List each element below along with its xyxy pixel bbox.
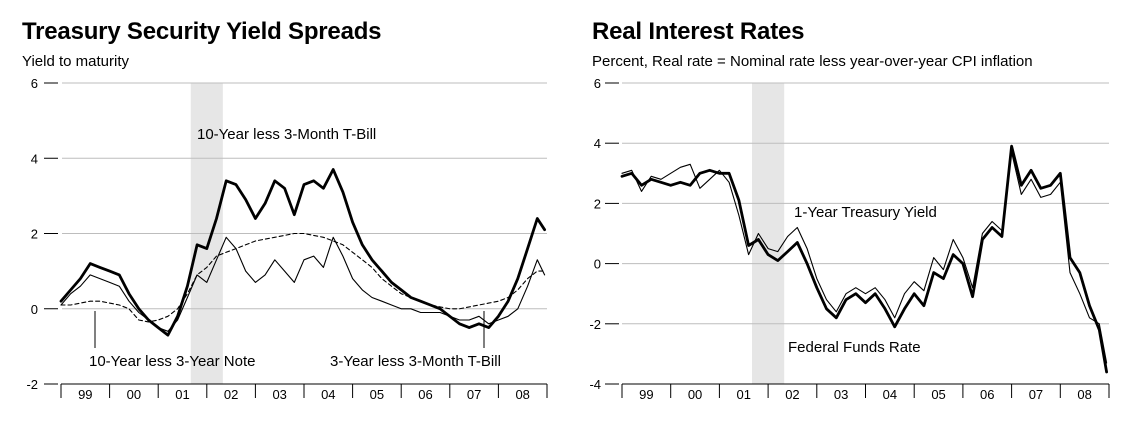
x-tick-label: 03 <box>834 387 848 402</box>
x-tick-label: 06 <box>418 387 432 402</box>
x-tick-label: 04 <box>321 387 335 402</box>
x-tick-label: 00 <box>688 387 702 402</box>
y-tick-label: -2 <box>589 317 601 332</box>
x-tick-label: 99 <box>639 387 653 402</box>
annotation-label: 3-Year less 3-Month T-Bill <box>330 353 501 370</box>
y-tick-label: 6 <box>594 76 601 91</box>
real-rates-chart: Real Interest Rates Percent, Real rate =… <box>572 0 1145 440</box>
10-year-less-3-year-note-line <box>60 232 546 323</box>
x-tick-label: 07 <box>1029 387 1043 402</box>
y-tick-label: 4 <box>31 151 38 166</box>
x-tick-label: 08 <box>515 387 529 402</box>
y-tick-label: -2 <box>26 377 38 392</box>
y-tick-label: 0 <box>594 257 601 272</box>
chart-subtitle: Percent, Real rate = Nominal rate less y… <box>592 53 1033 70</box>
y-tick-label: 4 <box>594 136 601 151</box>
yield-spreads-chart: Treasury Security Yield Spreads Yield to… <box>0 0 570 440</box>
y-tick-label: 2 <box>594 196 601 211</box>
chart-title: Real Interest Rates <box>592 18 805 45</box>
3-year-less-3-month-t-bill-line <box>60 236 546 332</box>
chart-title: Treasury Security Yield Spreads <box>22 18 382 45</box>
federal-funds-rate-line <box>620 144 1108 374</box>
x-tick-label: 03 <box>272 387 286 402</box>
x-tick-label: 05 <box>370 387 384 402</box>
annotation-label: 10-Year less 3-Year Note <box>89 353 256 370</box>
y-tick-label: 0 <box>31 302 38 317</box>
x-tick-label: 01 <box>737 387 751 402</box>
y-tick-label: 2 <box>31 227 38 242</box>
1-year-treasury-yield-line <box>621 151 1108 364</box>
annotation-label: 1-Year Treasury Yield <box>794 204 937 221</box>
x-tick-label: 00 <box>127 387 141 402</box>
10-year-less-3-month-t-bill-line <box>59 168 546 337</box>
recession-band <box>752 83 785 384</box>
y-tick-label: -4 <box>589 377 601 392</box>
x-tick-label: 05 <box>931 387 945 402</box>
x-tick-label: 07 <box>467 387 481 402</box>
x-tick-label: 06 <box>980 387 994 402</box>
x-tick-label: 08 <box>1077 387 1091 402</box>
annotation-label: Federal Funds Rate <box>788 339 921 356</box>
x-tick-label: 02 <box>785 387 799 402</box>
annotation-label: 10-Year less 3-Month T-Bill <box>197 126 376 143</box>
y-tick-label: 6 <box>31 76 38 91</box>
chart-subtitle: Yield to maturity <box>22 53 129 70</box>
x-tick-label: 04 <box>883 387 897 402</box>
x-tick-label: 01 <box>175 387 189 402</box>
x-tick-label: 99 <box>78 387 92 402</box>
x-tick-label: 02 <box>224 387 238 402</box>
